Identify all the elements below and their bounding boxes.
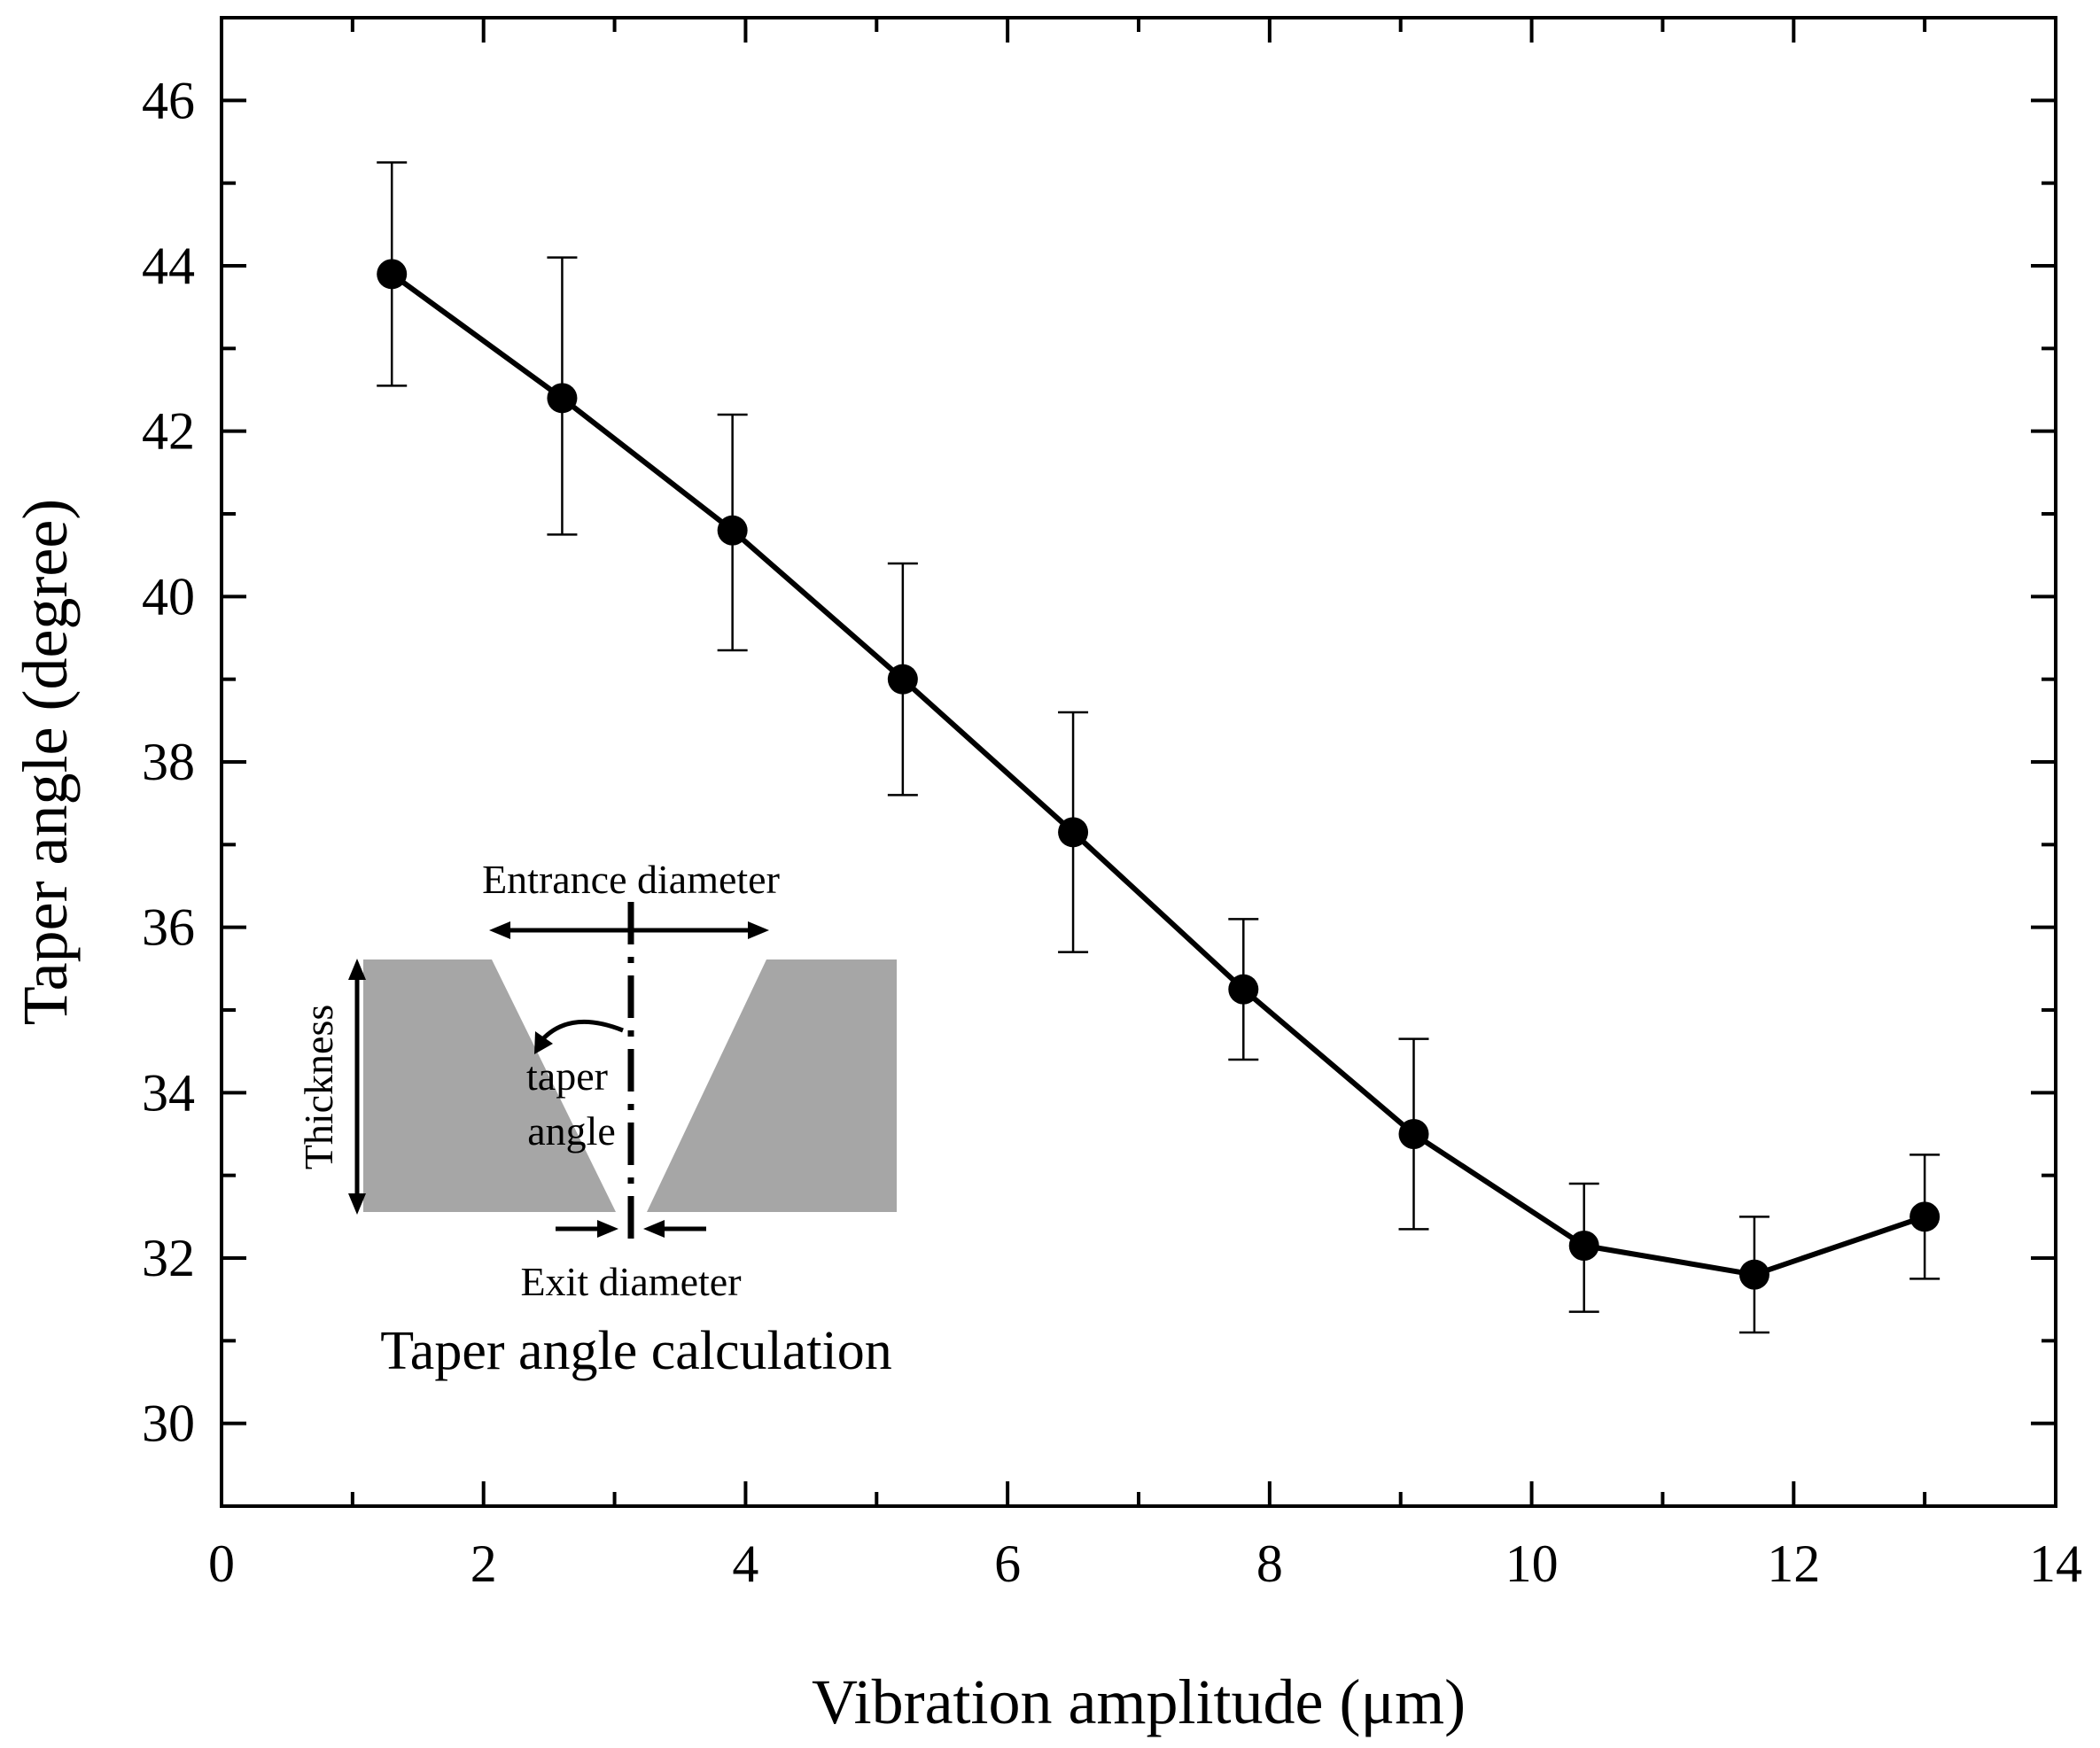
entrance-arrowhead-left	[489, 921, 510, 939]
x-tick-label: 8	[1256, 1534, 1283, 1593]
data-point	[1738, 1259, 1769, 1290]
y-tick-label: 40	[142, 567, 195, 625]
y-tick-label: 46	[142, 71, 195, 129]
inset-diagram: Entrance diameter Thickness taper angle …	[296, 857, 897, 1381]
thickness-label: Thickness	[296, 1005, 341, 1170]
x-tick-label: 4	[732, 1534, 758, 1593]
data-point	[717, 515, 748, 546]
data-point	[1058, 817, 1089, 848]
x-tick-label: 10	[1505, 1534, 1559, 1593]
plot-frame	[220, 16, 2057, 1508]
entrance-diameter-label: Entrance diameter	[482, 857, 780, 902]
data-points	[377, 259, 1941, 1290]
data-point	[887, 664, 918, 695]
y-tick-label: 30	[142, 1395, 195, 1453]
thickness-arrowhead-top	[348, 959, 366, 980]
y-tick-label: 38	[142, 733, 195, 791]
entrance-arrowhead-right	[748, 921, 769, 939]
y-tick-label: 34	[142, 1063, 195, 1122]
thickness-arrowhead-bottom	[348, 1193, 366, 1215]
y-tick-label: 32	[142, 1229, 195, 1287]
y-tick-label: 44	[142, 237, 195, 295]
taper-angle-arc-arrowhead	[534, 1031, 553, 1054]
x-tick-label: 6	[994, 1534, 1021, 1593]
y-axis-label: Taper angle (degree)	[10, 499, 81, 1026]
data-point	[1228, 974, 1259, 1005]
series-line	[390, 271, 1926, 1278]
taper-angle-label-line2: angle	[527, 1108, 616, 1154]
inset-right-wall	[647, 959, 897, 1212]
x-tick-label: 2	[471, 1534, 497, 1593]
exit-arrowhead-left	[597, 1220, 618, 1238]
data-point	[377, 259, 408, 290]
inset-left-wall	[363, 959, 616, 1212]
error-bars	[377, 161, 1941, 1334]
data-point	[1568, 1231, 1599, 1261]
taper-angle-label-line1: taper	[526, 1053, 608, 1099]
exit-arrowhead-right	[643, 1220, 665, 1238]
data-point	[1398, 1119, 1429, 1149]
taper-angle-arc-arrow	[537, 1019, 624, 1045]
data-point	[547, 383, 578, 414]
y-tick-label: 36	[142, 898, 195, 957]
y-tick-label: 42	[142, 402, 195, 461]
data-point	[1909, 1201, 1941, 1232]
exit-diameter-label: Exit diameter	[520, 1259, 741, 1304]
axis-ticks	[220, 16, 2057, 1506]
x-tick-label: 14	[2029, 1534, 2082, 1593]
x-tick-label: 12	[1767, 1534, 1820, 1593]
x-axis-label: Vibration amplitude (μm)	[812, 1666, 1466, 1737]
inset-title: Taper angle calculation	[380, 1321, 891, 1381]
x-tick-label: 0	[208, 1534, 235, 1593]
